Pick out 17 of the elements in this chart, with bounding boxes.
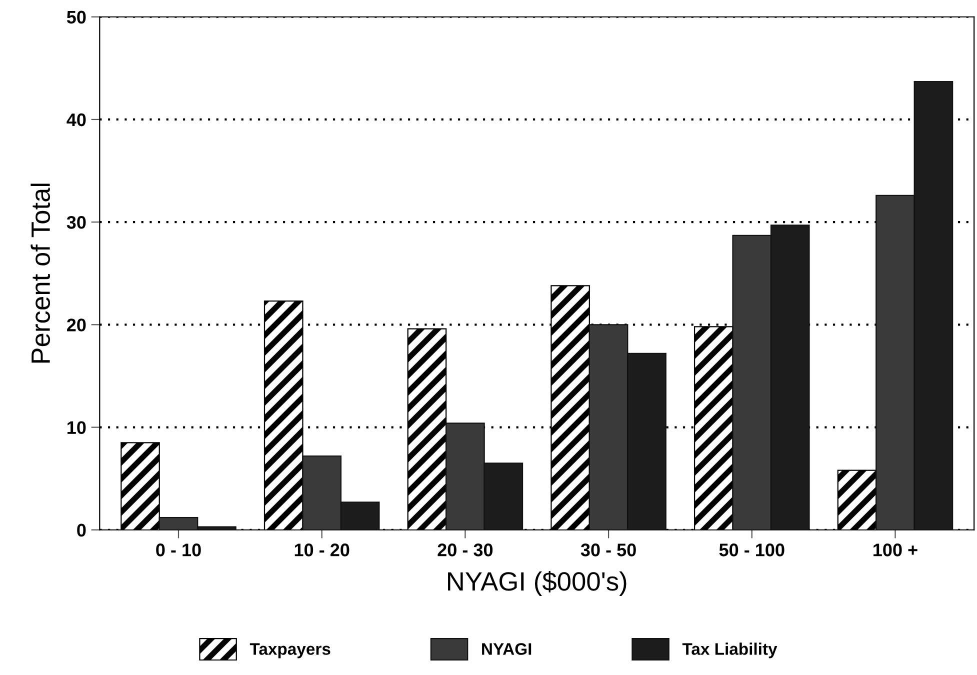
legend-label: NYAGI [482, 643, 532, 655]
x-tick-label: 100 + [874, 544, 918, 556]
y-axis-title: Percent of Total [30, 184, 50, 363]
legend-label: Tax Liability [682, 642, 778, 658]
y-tick-label: 40 [66, 113, 86, 126]
x-tick-label: 10 - 20 [294, 544, 350, 556]
y-tick-label: 50 [66, 10, 86, 24]
y-tick-label: 0 [77, 524, 86, 537]
x-tick-label: 0 - 10 [156, 544, 201, 556]
x-tick-label: 20 - 30 [438, 544, 493, 556]
x-tick-label: 30 - 50 [580, 544, 636, 556]
x-axis-title: NYAGI ($000's) [448, 571, 626, 596]
legend-label: Taxpayers [250, 643, 330, 658]
y-tick-label: 20 [67, 318, 86, 332]
x-tick-label: 50 - 100 [719, 544, 784, 556]
y-tick-label: 10 [68, 421, 86, 434]
y-tick-label: 30 [66, 216, 86, 229]
